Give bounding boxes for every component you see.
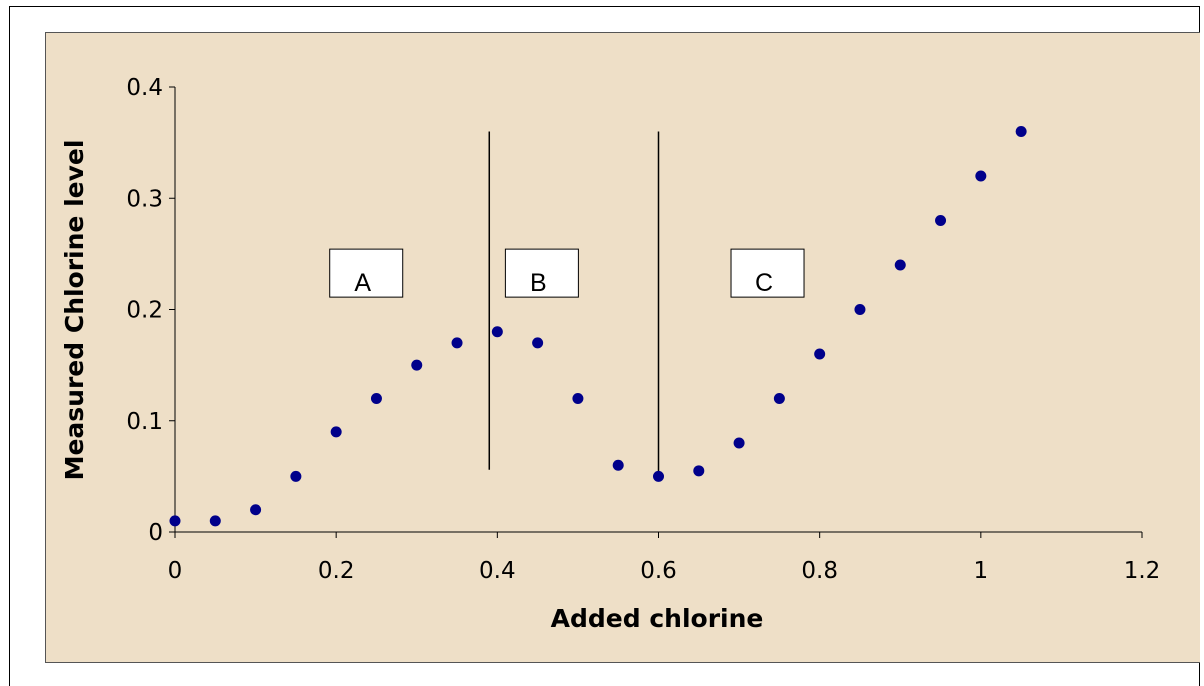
region-label-text: B (530, 269, 547, 297)
data-point (209, 515, 221, 527)
data-point (975, 170, 987, 182)
data-point (411, 359, 423, 371)
data-point (854, 304, 866, 315)
data-point (330, 426, 342, 438)
region-label-text: C (755, 269, 773, 297)
data-point (814, 348, 826, 360)
y-tick-label: 0 (148, 520, 163, 546)
x-tick-label: 0.6 (640, 558, 677, 584)
data-points (169, 126, 1027, 527)
y-tick-label: 0.2 (126, 298, 163, 324)
y-tick-label: 0.4 (126, 75, 163, 101)
data-point (572, 393, 584, 404)
x-tick-label: 0.2 (318, 558, 355, 584)
y-ticks: 0 0.1 0.2 0.3 0.4 (126, 75, 175, 546)
data-point (935, 215, 947, 226)
region-label-box: C (730, 248, 805, 298)
x-tick-label: 1.2 (1124, 558, 1161, 584)
region-label-text: A (354, 269, 371, 297)
x-axis-title: Added chlorine (551, 604, 764, 633)
data-point (773, 393, 785, 404)
x-tick-label: 0.4 (479, 558, 516, 584)
x-tick-label: 0 (168, 558, 183, 584)
data-point (1015, 126, 1027, 137)
data-point (290, 470, 302, 482)
data-point (612, 459, 624, 471)
chart-area (45, 32, 1200, 663)
region-box (329, 248, 404, 298)
x-tick-label: 0.8 (801, 558, 838, 584)
data-point (653, 470, 664, 482)
region-dividers (488, 131, 660, 477)
data-point (894, 259, 906, 271)
data-point (370, 393, 382, 404)
data-point (451, 337, 463, 349)
data-point (491, 326, 503, 338)
y-tick-label: 0.3 (126, 186, 163, 212)
y-axis-title: Measured Chlorine level (60, 140, 89, 481)
data-point (693, 465, 705, 477)
data-point (250, 504, 262, 516)
data-point (169, 515, 181, 527)
region-label-box: B (504, 248, 579, 298)
x-ticks: 0 0.2 0.4 0.6 0.8 1 1.2 (168, 532, 1161, 584)
region-labels: A B C (329, 248, 805, 298)
data-point (532, 337, 544, 349)
data-point (733, 437, 745, 449)
x-tick-label: 1 (974, 558, 989, 584)
region-label-box: A (329, 248, 404, 298)
y-tick-label: 0.1 (126, 409, 163, 435)
region-box (504, 248, 579, 298)
region-box (730, 248, 805, 298)
